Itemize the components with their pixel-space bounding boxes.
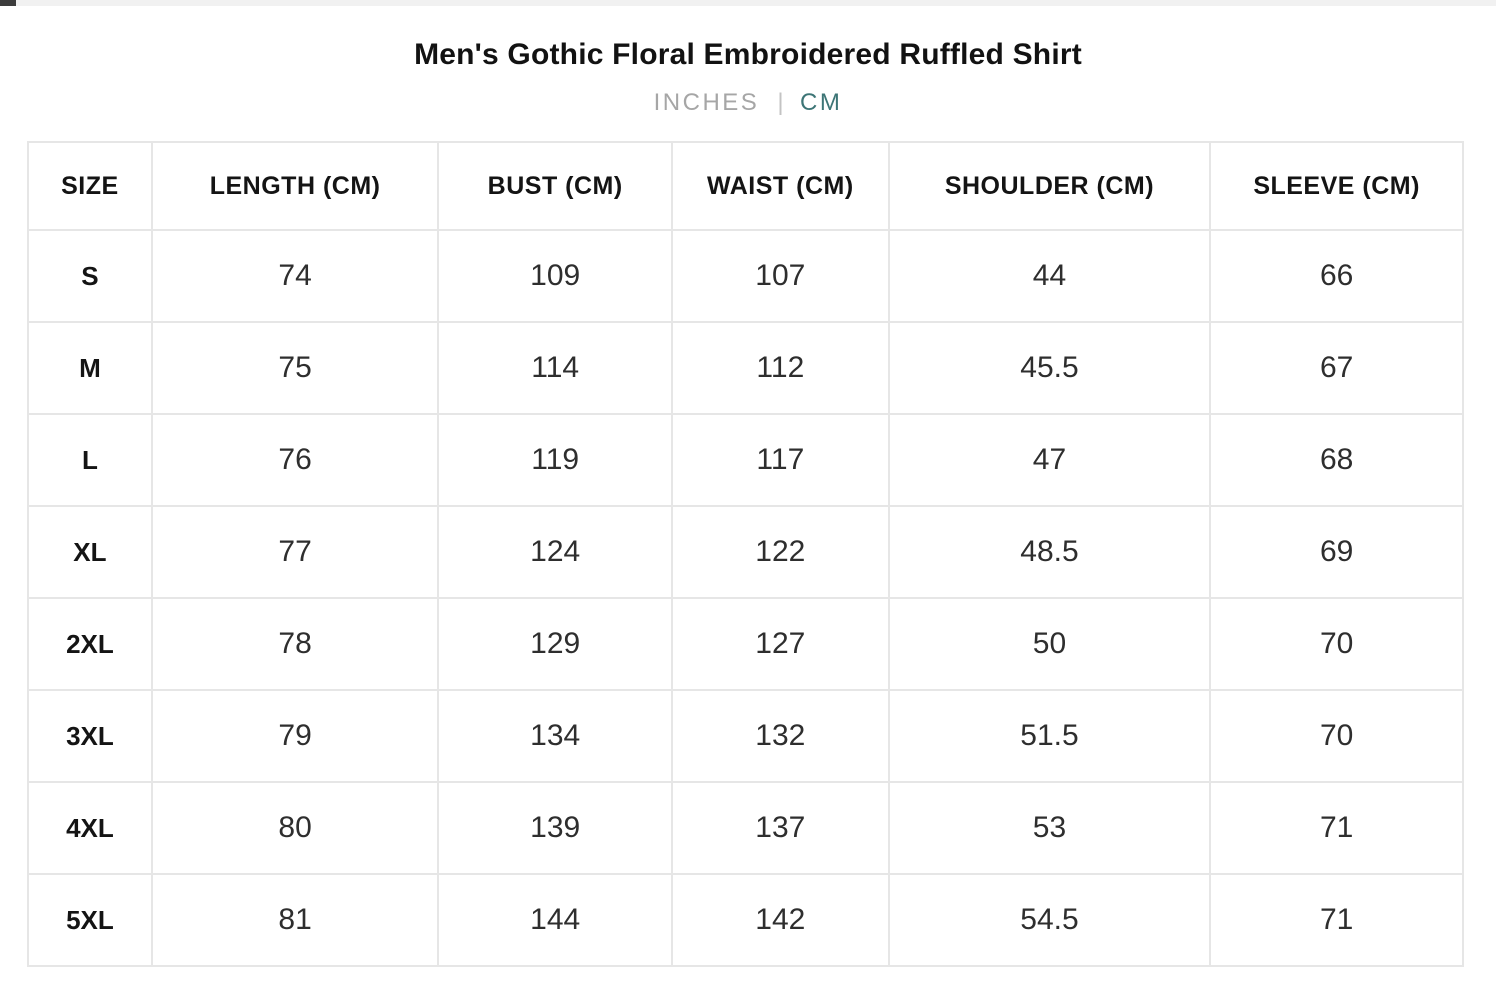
measurement-cell: 45.5 xyxy=(887,321,1212,415)
size-cell: L xyxy=(27,413,153,507)
table-row: 4XL 80 139 137 53 71 xyxy=(27,781,1464,875)
measurement-cell: 132 xyxy=(671,689,890,783)
measurement-cell: 74 xyxy=(150,229,440,323)
measurement-cell: 71 xyxy=(1209,873,1464,967)
table-row: L 76 119 117 47 68 xyxy=(27,413,1464,507)
measurement-cell: 129 xyxy=(437,597,673,691)
measurement-cell: 69 xyxy=(1209,505,1464,599)
column-header-size: SIZE xyxy=(27,141,153,231)
measurement-cell: 137 xyxy=(671,781,890,875)
size-cell: M xyxy=(27,321,153,415)
measurement-cell: 134 xyxy=(437,689,673,783)
size-cell: 4XL xyxy=(27,781,153,875)
measurement-cell: 107 xyxy=(671,229,890,323)
measurement-cell: 114 xyxy=(437,321,673,415)
size-cell: 3XL xyxy=(27,689,153,783)
scrollbar-track xyxy=(0,0,1496,6)
table-row: 2XL 78 129 127 50 70 xyxy=(27,597,1464,691)
measurement-cell: 142 xyxy=(671,873,890,967)
page-title: Men's Gothic Floral Embroidered Ruffled … xyxy=(414,38,1082,71)
measurement-cell: 79 xyxy=(150,689,440,783)
measurement-cell: 78 xyxy=(150,597,440,691)
measurement-cell: 80 xyxy=(150,781,440,875)
table-row: S 74 109 107 44 66 xyxy=(27,229,1464,323)
measurement-cell: 139 xyxy=(437,781,673,875)
table-row: 3XL 79 134 132 51.5 70 xyxy=(27,689,1464,783)
measurement-cell: 70 xyxy=(1209,689,1464,783)
scrollbar-thumb[interactable] xyxy=(0,0,16,6)
measurement-cell: 75 xyxy=(150,321,440,415)
unit-toggle: INCHES | CM xyxy=(0,89,1496,117)
measurement-cell: 67 xyxy=(1209,321,1464,415)
unit-toggle-separator: | xyxy=(777,89,787,116)
measurement-cell: 119 xyxy=(437,413,673,507)
measurement-cell: 109 xyxy=(437,229,673,323)
size-cell: 5XL xyxy=(27,873,153,967)
measurement-cell: 48.5 xyxy=(887,505,1212,599)
measurement-cell: 50 xyxy=(887,597,1212,691)
measurement-cell: 51.5 xyxy=(887,689,1212,783)
measurement-cell: 122 xyxy=(671,505,890,599)
measurement-cell: 44 xyxy=(887,229,1212,323)
unit-toggle-inches[interactable]: INCHES xyxy=(653,89,760,116)
measurement-cell: 70 xyxy=(1209,597,1464,691)
column-header-sleeve: SLEEVE (CM) xyxy=(1209,141,1464,231)
table-row: XL 77 124 122 48.5 69 xyxy=(27,505,1464,599)
size-cell: XL xyxy=(27,505,153,599)
column-header-bust: BUST (CM) xyxy=(437,141,673,231)
measurement-cell: 68 xyxy=(1209,413,1464,507)
column-header-length: LENGTH (CM) xyxy=(150,141,440,231)
measurement-cell: 112 xyxy=(671,321,890,415)
measurement-cell: 71 xyxy=(1209,781,1464,875)
measurement-cell: 53 xyxy=(887,781,1212,875)
table-row: M 75 114 112 45.5 67 xyxy=(27,321,1464,415)
measurement-cell: 76 xyxy=(150,413,440,507)
size-chart-table: SIZE LENGTH (CM) BUST (CM) WAIST (CM) SH… xyxy=(27,141,1464,967)
measurement-cell: 66 xyxy=(1209,229,1464,323)
measurement-cell: 117 xyxy=(671,413,890,507)
measurement-cell: 144 xyxy=(437,873,673,967)
size-cell: S xyxy=(27,229,153,323)
column-header-shoulder: SHOULDER (CM) xyxy=(887,141,1212,231)
unit-toggle-cm[interactable]: CM xyxy=(800,89,843,116)
column-header-waist: WAIST (CM) xyxy=(671,141,890,231)
header-row: SIZE LENGTH (CM) BUST (CM) WAIST (CM) SH… xyxy=(27,141,1464,231)
measurement-cell: 124 xyxy=(437,505,673,599)
measurement-cell: 77 xyxy=(150,505,440,599)
measurement-cell: 47 xyxy=(887,413,1212,507)
table-row: 5XL 81 144 142 54.5 71 xyxy=(27,873,1464,967)
measurement-cell: 54.5 xyxy=(887,873,1212,967)
size-cell: 2XL xyxy=(27,597,153,691)
measurement-cell: 127 xyxy=(671,597,890,691)
measurement-cell: 81 xyxy=(150,873,440,967)
size-chart-body: S 74 109 107 44 66 M 75 114 112 45.5 67 L 76 119 117 47 6… xyxy=(27,229,1464,967)
